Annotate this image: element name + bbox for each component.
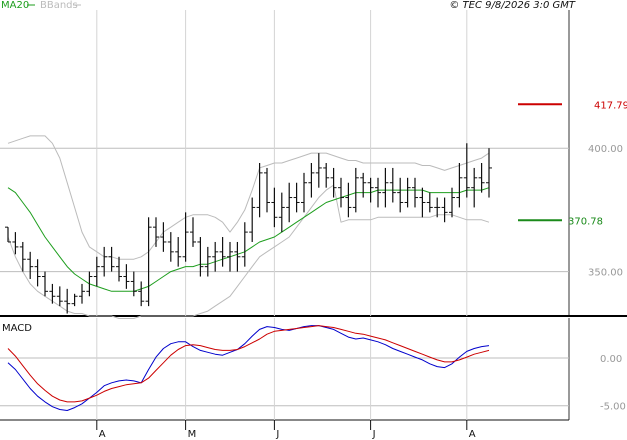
macd-lines: [7, 325, 490, 411]
low-level-label: 370.78: [568, 216, 603, 227]
ohlc-bar: [71, 293, 78, 307]
price-ytick-label: 400.00: [588, 144, 623, 155]
ohlc-bar: [323, 163, 330, 188]
ohlc-bar: [12, 232, 19, 255]
ohlc-bar: [79, 283, 85, 304]
ohlc-bar: [404, 177, 411, 208]
ohlc-bar: [108, 246, 115, 272]
ohlc-bar: [315, 153, 322, 188]
ohlc-bar: [352, 167, 359, 213]
ohlc-bar: [175, 237, 182, 267]
ohlc-bar: [412, 177, 418, 208]
ohlc-bar: [182, 212, 189, 262]
legend-bbands-label: BBands: [40, 0, 78, 11]
ohlc-bar: [471, 167, 478, 208]
ohlc-bar: [101, 246, 108, 277]
ma20-layer: [7, 187, 490, 292]
high-level-label: 417.79: [594, 100, 627, 111]
x-tick-label: J: [275, 429, 279, 440]
ohlc-bar: [360, 172, 367, 198]
ohlc-bar: [234, 241, 241, 272]
ohlc-bar: [49, 283, 56, 304]
ohlc-bar: [64, 288, 71, 314]
legend-ma20-label: MA20: [1, 0, 29, 11]
ohlc-bar: [19, 241, 26, 272]
ohlc-bar: [249, 197, 256, 242]
ohlc-bar: [286, 182, 293, 223]
ohlc-bar: [434, 197, 441, 218]
price-ytick-label: 350.00: [588, 268, 623, 279]
ohlc-bar: [153, 217, 159, 247]
ohlc-bar: [116, 256, 122, 282]
ohlc-bar: [138, 281, 145, 307]
ohlc-bar: [308, 163, 315, 198]
ohlc-bar: [42, 271, 48, 297]
ohlc-bar: [426, 192, 433, 213]
bb-upper-line: [7, 135, 490, 260]
ohlc-bar: [463, 143, 470, 198]
ohlc-bar: [382, 167, 389, 208]
ohlc-bar: [123, 264, 130, 289]
ma20-line: [7, 187, 490, 292]
ohlc-bar: [397, 177, 404, 213]
macd-signal-line: [7, 325, 490, 403]
ohlc-bar: [145, 217, 152, 307]
ohlc-bar: [389, 167, 396, 203]
ohlc-bar: [449, 187, 455, 218]
ohlc-bar: [130, 271, 137, 297]
ohlc-bar: [227, 241, 233, 272]
ohlc-bar: [256, 163, 263, 218]
x-tick-label: J: [372, 429, 376, 440]
ohlc-bar: [375, 177, 381, 208]
x-tick-label: M: [188, 429, 197, 440]
bb-lower-line: [7, 184, 490, 319]
ohlc-bar: [264, 167, 270, 213]
ohlc-bar: [278, 192, 285, 233]
ohlc-bar: [219, 237, 226, 267]
ohlc-bar: [271, 187, 278, 228]
ohlc-bar: [486, 148, 492, 198]
ohlc-bar: [56, 286, 63, 307]
ohlc-bar: [367, 177, 374, 203]
ohlc-bar: [419, 187, 426, 218]
ohlc-bar: [160, 222, 167, 252]
ohlc-bar: [330, 167, 337, 198]
ohlc-bars: [5, 143, 492, 314]
ohlc-bar: [478, 163, 485, 193]
bollinger-bands: [7, 135, 490, 319]
ohlc-bar: [197, 237, 204, 277]
ohlc-bar: [167, 232, 174, 262]
ohlc-bar: [301, 172, 307, 213]
ohlc-bar: [345, 182, 352, 218]
ohlc-bar: [212, 241, 219, 272]
ohlc-bar: [338, 177, 344, 208]
ohlc-bar: [27, 251, 34, 279]
ohlc-bar: [241, 222, 248, 267]
ohlc-bar: [441, 197, 448, 223]
macd-ytick-label: 0.00: [600, 354, 622, 365]
ohlc-bar: [456, 163, 463, 208]
macd-ytick-label: -5.00: [600, 402, 626, 413]
macd-panel-title: MACD: [2, 323, 32, 334]
ohlc-bar: [190, 217, 196, 247]
ohlc-bar: [93, 256, 100, 287]
macd-line: [7, 325, 490, 411]
copyright-text: © TEC 9/8/2026 3:0 GMT: [449, 0, 576, 11]
x-tick-label: A: [99, 429, 106, 440]
gridlines: 400.00 350.00 0.00 -5.00: [0, 10, 626, 420]
ohlc-bar: [86, 271, 93, 297]
x-tick-label: A: [469, 429, 476, 440]
ohlc-bar: [34, 259, 41, 287]
ohlc-bar: [5, 226, 11, 243]
ohlc-bar: [293, 182, 300, 213]
ohlc-bar: [204, 246, 211, 277]
